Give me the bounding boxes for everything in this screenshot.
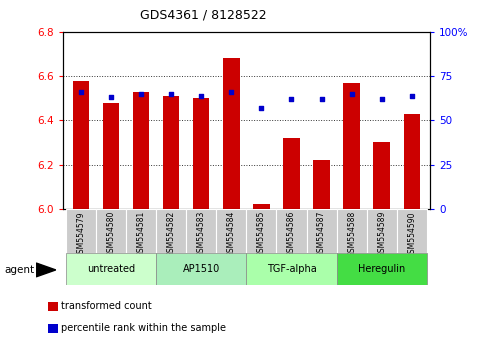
Bar (193, 98, 210, 209)
Point (348, 91, 355, 97)
Bar (307, 209, 337, 253)
Bar (216, 209, 246, 253)
Bar (403, 114, 420, 209)
Bar (156, 209, 186, 253)
Bar (367, 209, 397, 253)
Bar (103, 103, 119, 209)
Text: GSM554584: GSM554584 (227, 211, 236, 257)
Bar (246, 253, 337, 285)
Bar (66, 253, 156, 285)
Text: GSM554581: GSM554581 (137, 211, 145, 257)
Bar (246, 209, 276, 253)
Text: GSM554583: GSM554583 (197, 211, 206, 257)
Text: GSM554582: GSM554582 (167, 211, 176, 257)
Text: GSM554585: GSM554585 (257, 211, 266, 257)
Text: GSM554589: GSM554589 (377, 211, 386, 257)
Bar (337, 209, 367, 253)
Text: GSM554588: GSM554588 (347, 211, 356, 257)
Bar (133, 92, 149, 209)
Text: GSM554590: GSM554590 (407, 211, 416, 258)
Text: AP1510: AP1510 (183, 264, 220, 274)
Bar (66, 209, 96, 253)
Text: GSM554579: GSM554579 (76, 211, 85, 258)
Point (137, 91, 145, 97)
Bar (186, 209, 216, 253)
Bar (72, 80, 89, 209)
Text: TGF-alpha: TGF-alpha (267, 264, 316, 274)
Polygon shape (36, 263, 56, 277)
Text: GSM554580: GSM554580 (106, 211, 115, 257)
Bar (313, 160, 330, 209)
Text: GSM554587: GSM554587 (317, 211, 326, 257)
Bar (337, 253, 427, 285)
Point (198, 93, 205, 98)
Bar (126, 209, 156, 253)
Bar (253, 205, 270, 209)
Bar (397, 209, 427, 253)
Text: percentile rank within the sample: percentile rank within the sample (61, 323, 226, 333)
Point (227, 89, 235, 95)
Text: untreated: untreated (87, 264, 135, 274)
Bar (223, 58, 240, 209)
Text: Heregulin: Heregulin (358, 264, 405, 274)
Bar (96, 209, 126, 253)
Text: transformed count: transformed count (61, 301, 152, 311)
Bar (163, 96, 179, 209)
Point (408, 93, 416, 98)
Point (107, 95, 115, 100)
Text: GSM554586: GSM554586 (287, 211, 296, 257)
Bar (343, 83, 360, 209)
Point (77, 89, 85, 95)
Point (378, 96, 385, 102)
Point (318, 96, 326, 102)
Point (257, 105, 265, 111)
Text: agent: agent (5, 265, 35, 275)
Bar (283, 138, 300, 209)
Bar (156, 253, 246, 285)
Point (287, 96, 295, 102)
Bar (276, 209, 307, 253)
Bar (373, 142, 390, 209)
Point (167, 91, 175, 97)
Text: GDS4361 / 8128522: GDS4361 / 8128522 (140, 9, 266, 22)
